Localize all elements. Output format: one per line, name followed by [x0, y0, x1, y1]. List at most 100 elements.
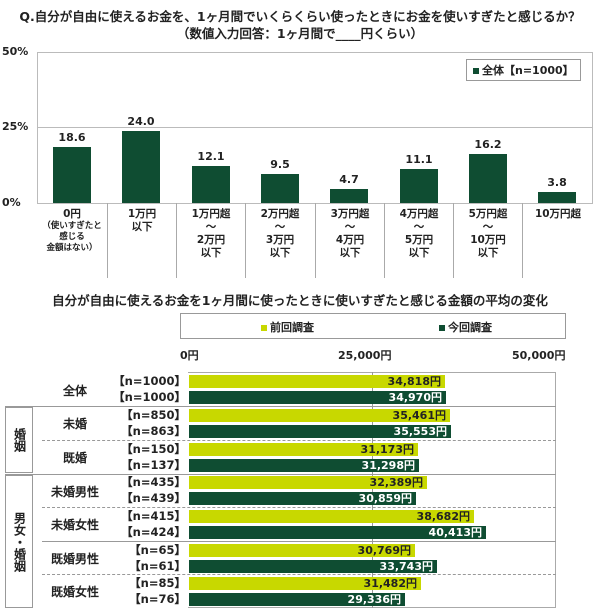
bar-prev-unmarried-male — [189, 476, 427, 489]
row-label-unmarried-female: 未婚女性 — [50, 518, 99, 532]
row-label-married-female: 既婚女性 — [50, 585, 99, 599]
bar-20k-30k — [261, 174, 299, 203]
legend-swatch-icon — [473, 68, 479, 74]
bar-curr-all — [189, 391, 446, 404]
row-label-married: 既婚 — [62, 451, 87, 465]
x-category-40k-50k: 4万円超 ～ 5万円 以下 — [399, 208, 439, 259]
bar-50k-100k — [469, 154, 507, 203]
bar-over-100k — [538, 192, 576, 203]
value-label: 31,298円 — [361, 459, 415, 472]
x-category-under-10k: 1万円 以下 — [127, 208, 157, 233]
value-label: 32,389円 — [369, 476, 423, 489]
value-label: 24.0 — [127, 115, 155, 128]
legend-swatch-icon — [261, 325, 267, 331]
row-label-unmarried-male: 未婚男性 — [50, 485, 99, 499]
gridline-25 — [37, 127, 593, 128]
question-subtitle: （数値入力回答：1ヶ月間で____円くらい） — [176, 26, 424, 41]
value-label: 40,413円 — [428, 526, 482, 539]
n-label: 【n=850】 — [121, 408, 186, 422]
x-category-30k-40k: 3万円超 ～ 4万円 以下 — [330, 208, 370, 259]
x-category-10k-20k: 1万円超 ～ 2万円 以下 — [191, 208, 231, 259]
bar-curr-unmarried — [189, 425, 451, 438]
bar-curr-unmarried-female — [189, 526, 486, 539]
value-label: 16.2 — [474, 138, 502, 151]
x-tick-50000: 50,000円 — [512, 349, 566, 362]
legend: 前回調査 今回調査 — [180, 313, 566, 339]
n-label: 【n=85】 — [129, 576, 186, 590]
row-separator — [42, 574, 556, 575]
bar-prev-married — [189, 443, 418, 456]
value-label: 34,970円 — [388, 391, 442, 404]
row-label-unmarried: 未婚 — [62, 417, 87, 431]
n-label: 【n=415】 — [121, 509, 186, 523]
value-label: 18.6 — [58, 131, 86, 144]
value-label: 35,553円 — [393, 425, 447, 438]
x-category-20k-30k: 2万円超 ～ 3万円 以下 — [260, 208, 300, 259]
bar-curr-married — [189, 459, 419, 472]
legend-swatch-icon — [439, 325, 445, 331]
y-tick-0: 0% — [2, 196, 21, 209]
value-label: 33,743円 — [379, 560, 433, 573]
bar-curr-married-male — [189, 560, 437, 573]
bar-curr-unmarried-male — [189, 492, 416, 505]
row-separator — [5, 406, 556, 407]
question-title: Q.自分が自由に使えるお金を、1ヶ月間でいくらくらい使ったときにお金を使いすぎた… — [19, 9, 581, 24]
y-tick-25: 25% — [2, 120, 29, 133]
y-tick-50: 50% — [2, 45, 29, 58]
bar-prev-unmarried-female — [189, 510, 474, 523]
value-label: 30,769円 — [357, 544, 411, 557]
x-category-over-100k: 10万円超 — [534, 208, 582, 220]
bar-curr-married-female — [189, 593, 405, 606]
x-tick-25000: 25,000円 — [338, 349, 392, 362]
bar-30k-40k — [330, 189, 368, 203]
bar-prev-all — [189, 375, 445, 388]
n-label: 【n=435】 — [121, 475, 186, 489]
group-label-marriage: 婚姻 — [5, 407, 33, 473]
n-label: 【n=439】 — [121, 491, 186, 505]
bottom-chart-title: 自分が自由に使えるお金を1ヶ月間に使ったときに使いすぎたと感じる金額の平均の変化 — [52, 293, 548, 308]
bar-40k-50k — [400, 169, 438, 203]
x-separator — [176, 203, 177, 278]
x-category-50k-100k: 5万円超 ～ 10万円 以下 — [468, 208, 508, 259]
value-label: 4.7 — [339, 173, 359, 186]
value-label: 31,482円 — [363, 577, 417, 590]
legend-item-prev: 前回調査 — [261, 319, 314, 335]
bar-0yen — [53, 147, 91, 203]
value-label: 12.1 — [197, 150, 225, 163]
row-label-all: 全体 — [62, 384, 87, 398]
x-separator — [453, 203, 454, 278]
value-label: 35,461円 — [392, 409, 446, 422]
x-separator — [245, 203, 246, 278]
n-label: 【n=65】 — [129, 543, 186, 557]
value-label: 34,818円 — [387, 375, 441, 388]
bar-prev-married-female — [189, 577, 421, 590]
row-separator — [42, 440, 556, 441]
n-label: 【n=1000】 — [113, 390, 186, 404]
bar-10k-20k — [192, 166, 230, 203]
legend-label: 全体【n=1000】 — [482, 64, 574, 77]
bar-prev-married-male — [189, 544, 415, 557]
row-separator — [42, 541, 556, 542]
row-label-married-male: 既婚男性 — [50, 552, 99, 566]
value-label: 38,682円 — [416, 510, 470, 523]
value-label: 30,859円 — [358, 492, 412, 505]
legend: 全体【n=1000】 — [466, 59, 581, 81]
n-label: 【n=76】 — [129, 592, 186, 606]
n-label: 【n=863】 — [121, 424, 186, 438]
value-label: 9.5 — [270, 158, 290, 171]
x-tick-0: 0円 — [180, 349, 199, 362]
n-label: 【n=150】 — [121, 442, 186, 456]
value-label: 29,336円 — [347, 593, 401, 606]
value-label: 11.1 — [405, 153, 433, 166]
value-label: 31,173円 — [360, 443, 414, 456]
group-label-gender-marriage: 男女・婚姻 — [5, 475, 33, 608]
bar-prev-unmarried — [189, 409, 450, 422]
legend-item-curr: 今回調査 — [439, 319, 492, 335]
row-separator — [42, 507, 556, 508]
x-separator — [384, 203, 385, 278]
bar-under-10k — [122, 131, 160, 203]
row-separator — [5, 474, 556, 475]
x-separator — [522, 203, 523, 278]
n-label: 【n=137】 — [121, 458, 186, 472]
value-label: 3.8 — [547, 176, 567, 189]
